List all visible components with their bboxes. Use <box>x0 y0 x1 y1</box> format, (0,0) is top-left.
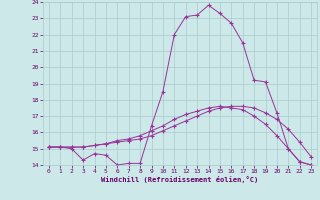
X-axis label: Windchill (Refroidissement éolien,°C): Windchill (Refroidissement éolien,°C) <box>101 176 259 183</box>
